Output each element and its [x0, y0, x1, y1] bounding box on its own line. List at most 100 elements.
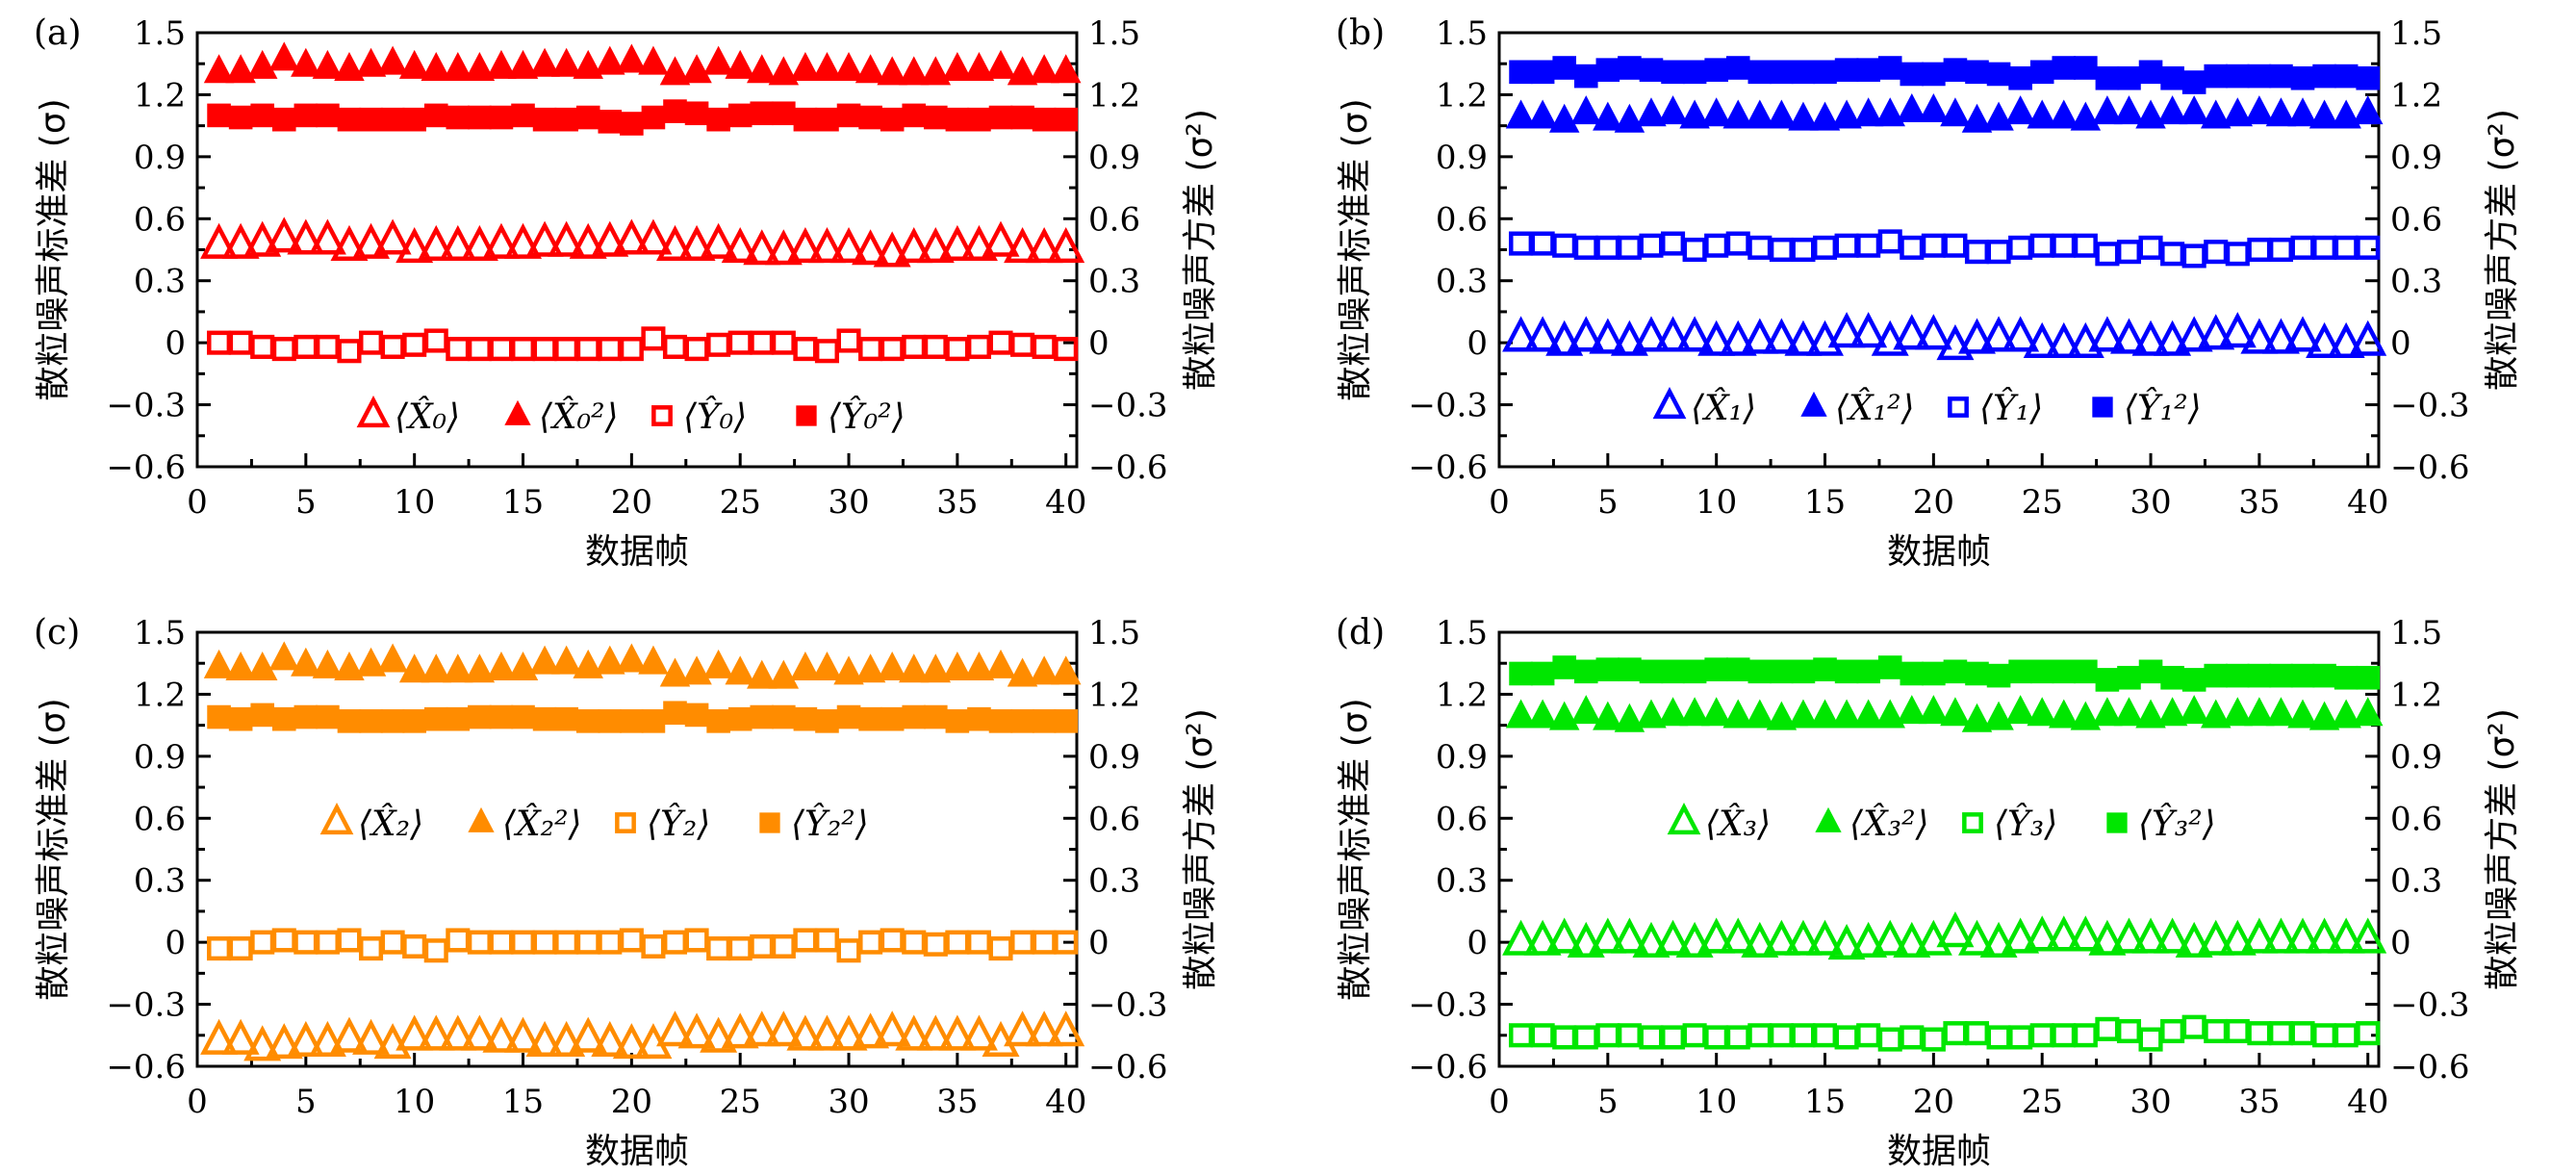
data-point	[532, 337, 557, 362]
data-point	[228, 105, 253, 130]
data-point	[510, 930, 536, 955]
data-point	[2181, 1014, 2206, 1039]
data-point	[1747, 659, 1773, 684]
data-point	[985, 49, 1016, 79]
series-filled-square	[207, 701, 1079, 733]
legend-marker-open-square	[615, 812, 636, 833]
y-axis-title-right: 散粒噪声方差 (σ²)	[2483, 109, 2522, 391]
y-axis-title-right: 散粒噪声方差 (σ²)	[2483, 708, 2522, 990]
data-point	[988, 105, 1013, 130]
data-point	[359, 107, 383, 132]
data-point	[2244, 95, 2275, 125]
legend-label: ⟨Ŷ₀⟩	[683, 396, 747, 437]
data-point	[1918, 93, 1950, 123]
panel-c: −0.6 −0.6 −0.3 −0.3 0 0 0.3 0.3 0.6 0.6 0.9 0.9 1.2 1…	[34, 613, 1220, 1171]
data-point	[1679, 697, 1710, 727]
data-point	[573, 49, 603, 79]
data-point	[308, 218, 346, 255]
data-point	[702, 45, 734, 75]
data-point	[902, 704, 927, 729]
series-open-square	[207, 326, 1079, 364]
data-point	[2004, 95, 2036, 125]
legend-label: ⟨X̂₂⟩	[358, 803, 423, 844]
plot-frame	[1497, 630, 2381, 1068]
data-point	[2049, 99, 2079, 129]
data-point	[677, 1012, 716, 1049]
data-point	[858, 105, 882, 130]
data-point	[243, 220, 282, 257]
y-tick-label-left: 1.2	[1436, 676, 1488, 714]
data-point	[2200, 699, 2232, 729]
data-point	[2240, 318, 2279, 354]
data-point	[1593, 101, 1623, 131]
data-point	[225, 652, 256, 681]
x-tick-label: 30	[828, 483, 869, 522]
data-point	[1875, 699, 1905, 729]
x-tick-label: 40	[1045, 483, 1086, 522]
data-point	[880, 107, 905, 132]
y-tick-label-left: −0.3	[106, 986, 186, 1025]
data-point	[2356, 665, 2381, 690]
data-point	[786, 227, 825, 264]
data-point	[337, 339, 362, 364]
data-point	[1986, 1025, 2011, 1050]
data-point	[1770, 659, 1794, 684]
data-point	[2045, 915, 2083, 952]
data-point	[1660, 1025, 1686, 1050]
legend-marker-filled-square	[759, 812, 780, 833]
data-point	[221, 222, 260, 259]
y-tick-label-left: 0.6	[134, 800, 186, 838]
data-point	[1614, 703, 1645, 732]
data-point	[1505, 99, 1537, 129]
data-point	[1940, 697, 1971, 727]
panel-b: −0.6 −0.6 −0.3 −0.3 0 0 0.3 0.3 0.6 0.6 0.9 0.9 1.2 1…	[1336, 13, 2522, 572]
x-tick-label: 40	[2347, 1083, 2388, 1121]
data-point	[988, 936, 1013, 961]
data-point	[2092, 697, 2123, 727]
y-tick-label-right: 0	[1088, 924, 1109, 962]
data-point	[1986, 240, 2011, 265]
data-point	[2247, 64, 2272, 89]
data-point	[641, 105, 666, 130]
data-point	[1877, 655, 1902, 679]
data-point	[2052, 233, 2077, 258]
data-point	[446, 337, 471, 362]
data-point	[268, 641, 300, 671]
data-point	[793, 706, 818, 731]
data-point	[2225, 242, 2250, 267]
data-point	[1697, 917, 1736, 954]
legend-label: ⟨Ŷ₃⟩	[1994, 804, 2057, 844]
data-point	[402, 709, 426, 733]
data-point	[2027, 99, 2057, 129]
data-point	[829, 227, 868, 264]
data-point	[548, 220, 586, 257]
x-tick-label: 25	[720, 483, 761, 522]
data-point	[380, 930, 405, 955]
plot-frame	[195, 630, 1079, 1068]
y-tick-label-left: 1.5	[1436, 614, 1488, 652]
data-point	[271, 706, 296, 731]
data-point	[1595, 235, 1620, 260]
data-point	[287, 218, 325, 255]
data-point	[833, 52, 864, 82]
data-point	[1964, 1021, 1990, 1046]
data-point	[330, 1016, 369, 1053]
data-point	[468, 105, 492, 130]
data-point	[747, 54, 778, 84]
y-tick-label-right: 1.5	[2390, 14, 2442, 53]
data-point	[945, 337, 970, 362]
data-point	[902, 103, 927, 128]
data-point	[337, 928, 362, 953]
data-point	[829, 1014, 868, 1051]
data-point	[641, 709, 666, 733]
series-filled-square	[1509, 655, 2381, 692]
x-tick-label: 15	[1804, 483, 1846, 522]
data-point	[836, 328, 861, 353]
data-point	[2070, 701, 2102, 730]
data-point	[836, 103, 861, 128]
data-point	[352, 222, 391, 259]
x-tick-label: 0	[1489, 483, 1510, 522]
data-point	[2160, 665, 2184, 690]
data-point	[945, 709, 970, 733]
data-point	[2197, 919, 2235, 956]
